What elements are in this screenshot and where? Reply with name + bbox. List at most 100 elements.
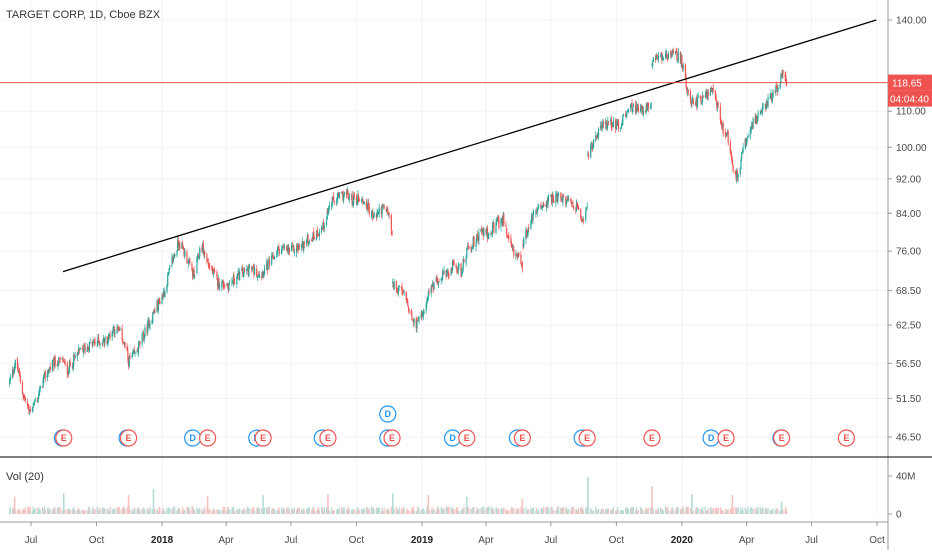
- candle-body: [461, 269, 464, 271]
- volume-bar: [337, 508, 339, 514]
- earnings-marker[interactable]: [578, 429, 596, 447]
- earnings-marker[interactable]: [643, 429, 661, 447]
- candle-body: [620, 126, 622, 129]
- candle-body: [137, 350, 139, 352]
- volume-bar: [669, 510, 672, 514]
- volume-bar: [711, 509, 713, 514]
- candle-body: [9, 380, 11, 383]
- volume-bar: [422, 508, 424, 514]
- candle-body: [29, 409, 31, 412]
- volume-bar: [726, 509, 729, 514]
- volume-bar: [236, 509, 239, 514]
- candle-body: [746, 137, 748, 139]
- volume-bar: [730, 507, 732, 514]
- price-tick-label: 68.50: [896, 286, 921, 297]
- candle-body: [98, 337, 100, 342]
- candle-body: [393, 281, 395, 289]
- candle-body: [600, 125, 602, 129]
- candle-body: [14, 367, 16, 372]
- candle-body: [567, 198, 569, 200]
- volume-title: Vol (20): [6, 471, 44, 483]
- trendline[interactable]: [62, 19, 877, 273]
- volume-bar: [531, 508, 533, 514]
- volume-bar: [770, 509, 772, 514]
- earnings-marker[interactable]: [254, 429, 272, 447]
- candle-body: [517, 253, 519, 257]
- volume-bar: [420, 509, 422, 514]
- earnings-marker[interactable]: [119, 429, 138, 447]
- candle-body: [771, 93, 773, 101]
- volume-bar: [761, 509, 763, 514]
- candle-body: [761, 110, 763, 112]
- volume-bar: [766, 509, 768, 514]
- earnings-marker[interactable]: [199, 429, 217, 447]
- candle-body: [437, 281, 439, 285]
- volume-bar: [741, 507, 744, 514]
- earnings-marker[interactable]: [383, 429, 401, 447]
- candle-body: [562, 196, 564, 203]
- volume-bar: [211, 511, 214, 514]
- candle-body: [281, 249, 283, 254]
- volume-bar: [197, 508, 199, 514]
- volume-bar: [620, 509, 622, 514]
- earnings-marker[interactable]: [458, 429, 476, 447]
- candle-body: [197, 255, 199, 260]
- candle-body: [540, 207, 543, 209]
- volume-bar: [701, 506, 704, 514]
- volume-bar: [641, 508, 643, 514]
- candle-body: [127, 350, 129, 359]
- candle-body: [113, 327, 115, 334]
- volume-bar: [590, 508, 592, 514]
- candle-body: [702, 96, 704, 98]
- candle-body: [246, 268, 249, 271]
- volume-bar: [278, 509, 281, 514]
- event-markers[interactable]: DDDDDDDDDDDEEEEEEEEEEEEED: [53, 405, 855, 447]
- volume-bar: [9, 507, 11, 514]
- candle-body: [370, 213, 372, 215]
- volume-bar: [711, 510, 714, 514]
- volume-bar: [372, 507, 375, 514]
- volume-bar: [283, 508, 285, 514]
- volume-bar: [209, 509, 211, 514]
- volume-bar: [316, 509, 318, 514]
- candle-body: [251, 267, 254, 270]
- candle-body: [401, 286, 403, 293]
- earnings-marker[interactable]: [513, 429, 531, 447]
- earnings-marker[interactable]: [55, 429, 73, 447]
- candle-body: [672, 50, 674, 54]
- candle-body: [724, 132, 726, 135]
- candle-body: [684, 64, 687, 78]
- candle-body: [777, 87, 779, 92]
- trendline-segment[interactable]: [62, 19, 877, 273]
- candle-body: [497, 217, 499, 220]
- candle-body: [714, 90, 716, 96]
- earnings-marker[interactable]: [717, 429, 735, 447]
- volume-bar: [121, 507, 123, 514]
- volume-bar: [162, 508, 165, 514]
- volume-bar: [725, 508, 727, 514]
- earnings-marker[interactable]: [772, 429, 791, 447]
- volume-bar: [233, 509, 235, 514]
- earnings-marker[interactable]: [319, 429, 337, 447]
- volume-bar: [575, 509, 577, 514]
- earnings-marker[interactable]: [837, 429, 855, 447]
- candle-body: [83, 345, 85, 354]
- volume-bar: [272, 507, 274, 514]
- volume-bar: [356, 506, 358, 514]
- volume-bar: [237, 510, 239, 514]
- candle-body: [626, 110, 628, 113]
- volume-bar: [639, 506, 642, 514]
- candle-body: [202, 243, 204, 254]
- volume-bar: [667, 510, 669, 514]
- candle-body: [505, 224, 507, 228]
- volume-bar: [685, 506, 687, 514]
- volume-bar: [138, 509, 140, 514]
- volume-bar: [29, 507, 31, 514]
- candle-body: [654, 57, 657, 61]
- candle-body: [131, 355, 133, 358]
- dividend-marker-raised[interactable]: [379, 405, 397, 423]
- volume-bar: [407, 508, 409, 514]
- volume-bar: [452, 509, 454, 514]
